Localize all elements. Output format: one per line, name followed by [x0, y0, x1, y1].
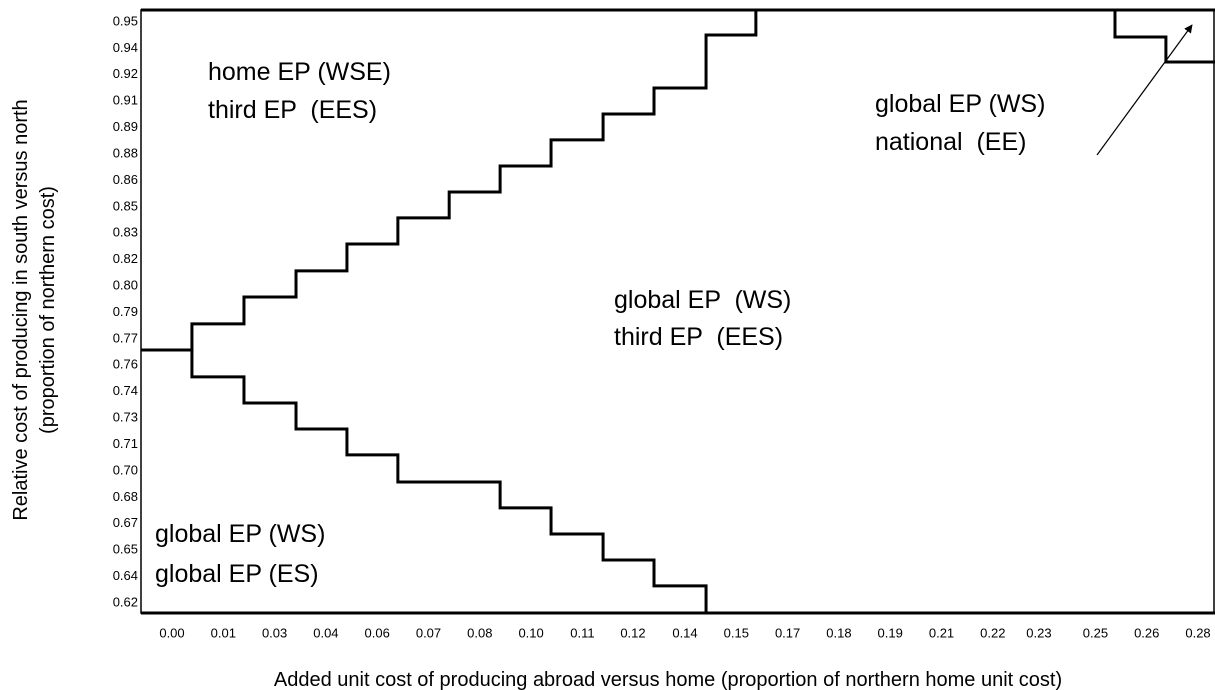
y-tick-label: 0.91 — [113, 93, 138, 108]
y-tick-label: 0.64 — [113, 568, 138, 583]
x-tick-label: 0.25 — [1083, 625, 1108, 640]
x-tick-label: 0.03 — [262, 625, 287, 640]
y-tick-label: 0.79 — [113, 304, 138, 319]
y-axis-label: Relative cost of producing in south vers… — [10, 99, 32, 520]
x-tick-label: 0.00 — [159, 625, 184, 640]
y-tick-label: 0.80 — [113, 277, 138, 292]
y-tick-label: 0.86 — [113, 172, 138, 187]
x-tick-label: 0.17 — [775, 625, 800, 640]
x-tick-label: 0.15 — [724, 625, 749, 640]
y-tick-label: 0.83 — [113, 225, 138, 240]
x-tick-label: 0.08 — [467, 625, 492, 640]
step-line — [141, 10, 758, 352]
x-tick-label: 0.18 — [826, 625, 851, 640]
y-axis-label: (proportion of northern cost) — [37, 186, 59, 434]
step-line — [1113, 10, 1215, 64]
y-tick-label: 0.82 — [113, 251, 138, 266]
annotation-arrow — [1096, 24, 1193, 156]
y-tick-label: 0.85 — [113, 198, 138, 213]
y-tick-label: 0.95 — [113, 13, 138, 28]
x-tick-label: 0.19 — [878, 625, 903, 640]
x-tick-label: 0.10 — [518, 625, 543, 640]
step-line — [190, 349, 708, 613]
annotation: global EP (WS) — [614, 286, 791, 314]
y-tick-label: 0.94 — [113, 40, 138, 55]
x-axis-label: Added unit cost of producing abroad vers… — [274, 669, 1062, 690]
annotation: global EP (WS) — [875, 90, 1045, 118]
annotation: global EP (ES) — [155, 560, 319, 588]
y-tick-label: 0.67 — [113, 515, 138, 530]
y-tick-label: 0.74 — [113, 383, 138, 398]
y-tick-label: 0.77 — [113, 330, 138, 345]
y-tick-label: 0.76 — [113, 357, 138, 372]
x-tick-label: 0.28 — [1185, 625, 1210, 640]
x-tick-label: 0.04 — [313, 625, 338, 640]
y-tick-label: 0.73 — [113, 410, 138, 425]
x-tick-label: 0.21 — [929, 625, 954, 640]
y-tick-label: 0.71 — [113, 436, 138, 451]
y-tick-label: 0.88 — [113, 145, 138, 160]
y-tick-label: 0.92 — [113, 66, 138, 81]
annotation: third EP (EES) — [614, 323, 783, 351]
x-tick-label: 0.07 — [416, 625, 441, 640]
x-tick-label: 0.11 — [570, 625, 594, 640]
annotation: national (EE) — [875, 128, 1026, 156]
annotation: third EP (EES) — [208, 96, 377, 124]
annotation: home EP (WSE) — [208, 58, 391, 86]
y-tick-label: 0.65 — [113, 542, 138, 557]
x-tick-label: 0.23 — [1026, 625, 1051, 640]
y-tick-label: 0.70 — [113, 462, 138, 477]
annotation: global EP (WS) — [155, 520, 325, 548]
x-tick-label: 0.22 — [980, 625, 1005, 640]
y-tick-label: 0.62 — [113, 594, 138, 609]
x-tick-label: 0.14 — [672, 625, 697, 640]
x-tick-label: 0.12 — [620, 625, 645, 640]
y-tick-label: 0.89 — [113, 119, 138, 134]
y-tick-label: 0.68 — [113, 489, 138, 504]
x-tick-label: 0.06 — [365, 625, 390, 640]
x-tick-label: 0.26 — [1134, 625, 1159, 640]
x-tick-label: 0.01 — [211, 625, 236, 640]
